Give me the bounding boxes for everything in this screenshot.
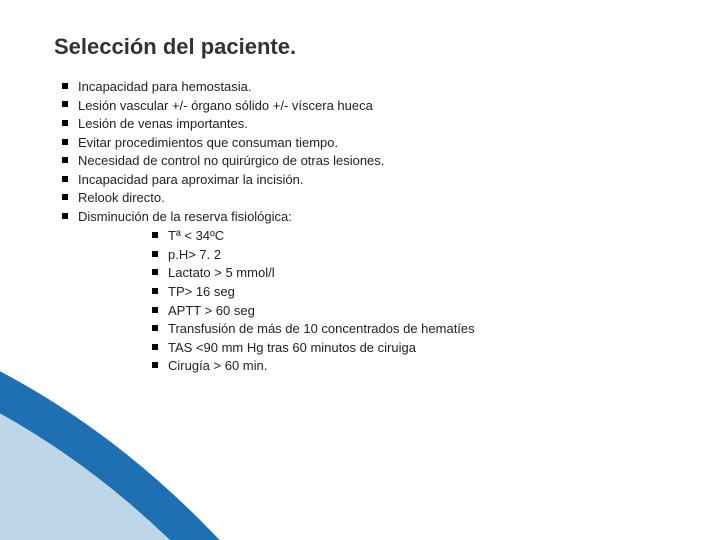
list-item: Incapacidad para hemostasia. — [62, 78, 666, 96]
sub-list-item: Lactato > 5 mmol/l — [152, 264, 666, 282]
sub-list-item: TP> 16 seg — [152, 283, 666, 301]
list-item: Necesidad de control no quirúrgico de ot… — [62, 152, 666, 170]
slide-content: Selección del paciente. Incapacidad para… — [0, 0, 720, 396]
list-item: Incapacidad para aproximar la incisión. — [62, 171, 666, 189]
list-item: Lesión de venas importantes. — [62, 115, 666, 133]
slide-title: Selección del paciente. — [54, 34, 666, 60]
sub-list-item: Tª < 34ºC — [152, 227, 666, 245]
sub-list-item: Transfusión de más de 10 concentrados de… — [152, 320, 666, 338]
list-item: Evitar procedimientos que consuman tiemp… — [62, 134, 666, 152]
sub-list-item: p.H> 7. 2 — [152, 246, 666, 264]
list-item: Disminución de la reserva fisiológica: — [62, 208, 666, 226]
list-item: Lesión vascular +/- órgano sólido +/- ví… — [62, 97, 666, 115]
list-item: Relook directo. — [62, 189, 666, 207]
sub-list-item: APTT > 60 seg — [152, 302, 666, 320]
sub-list-item: Cirugía > 60 min. — [152, 357, 666, 375]
main-list: Incapacidad para hemostasia. Lesión vasc… — [54, 78, 666, 225]
sub-list-item: TAS <90 mm Hg tras 60 minutos de ciruiga — [152, 339, 666, 357]
sub-list: Tª < 34ºC p.H> 7. 2 Lactato > 5 mmol/l T… — [54, 227, 666, 374]
